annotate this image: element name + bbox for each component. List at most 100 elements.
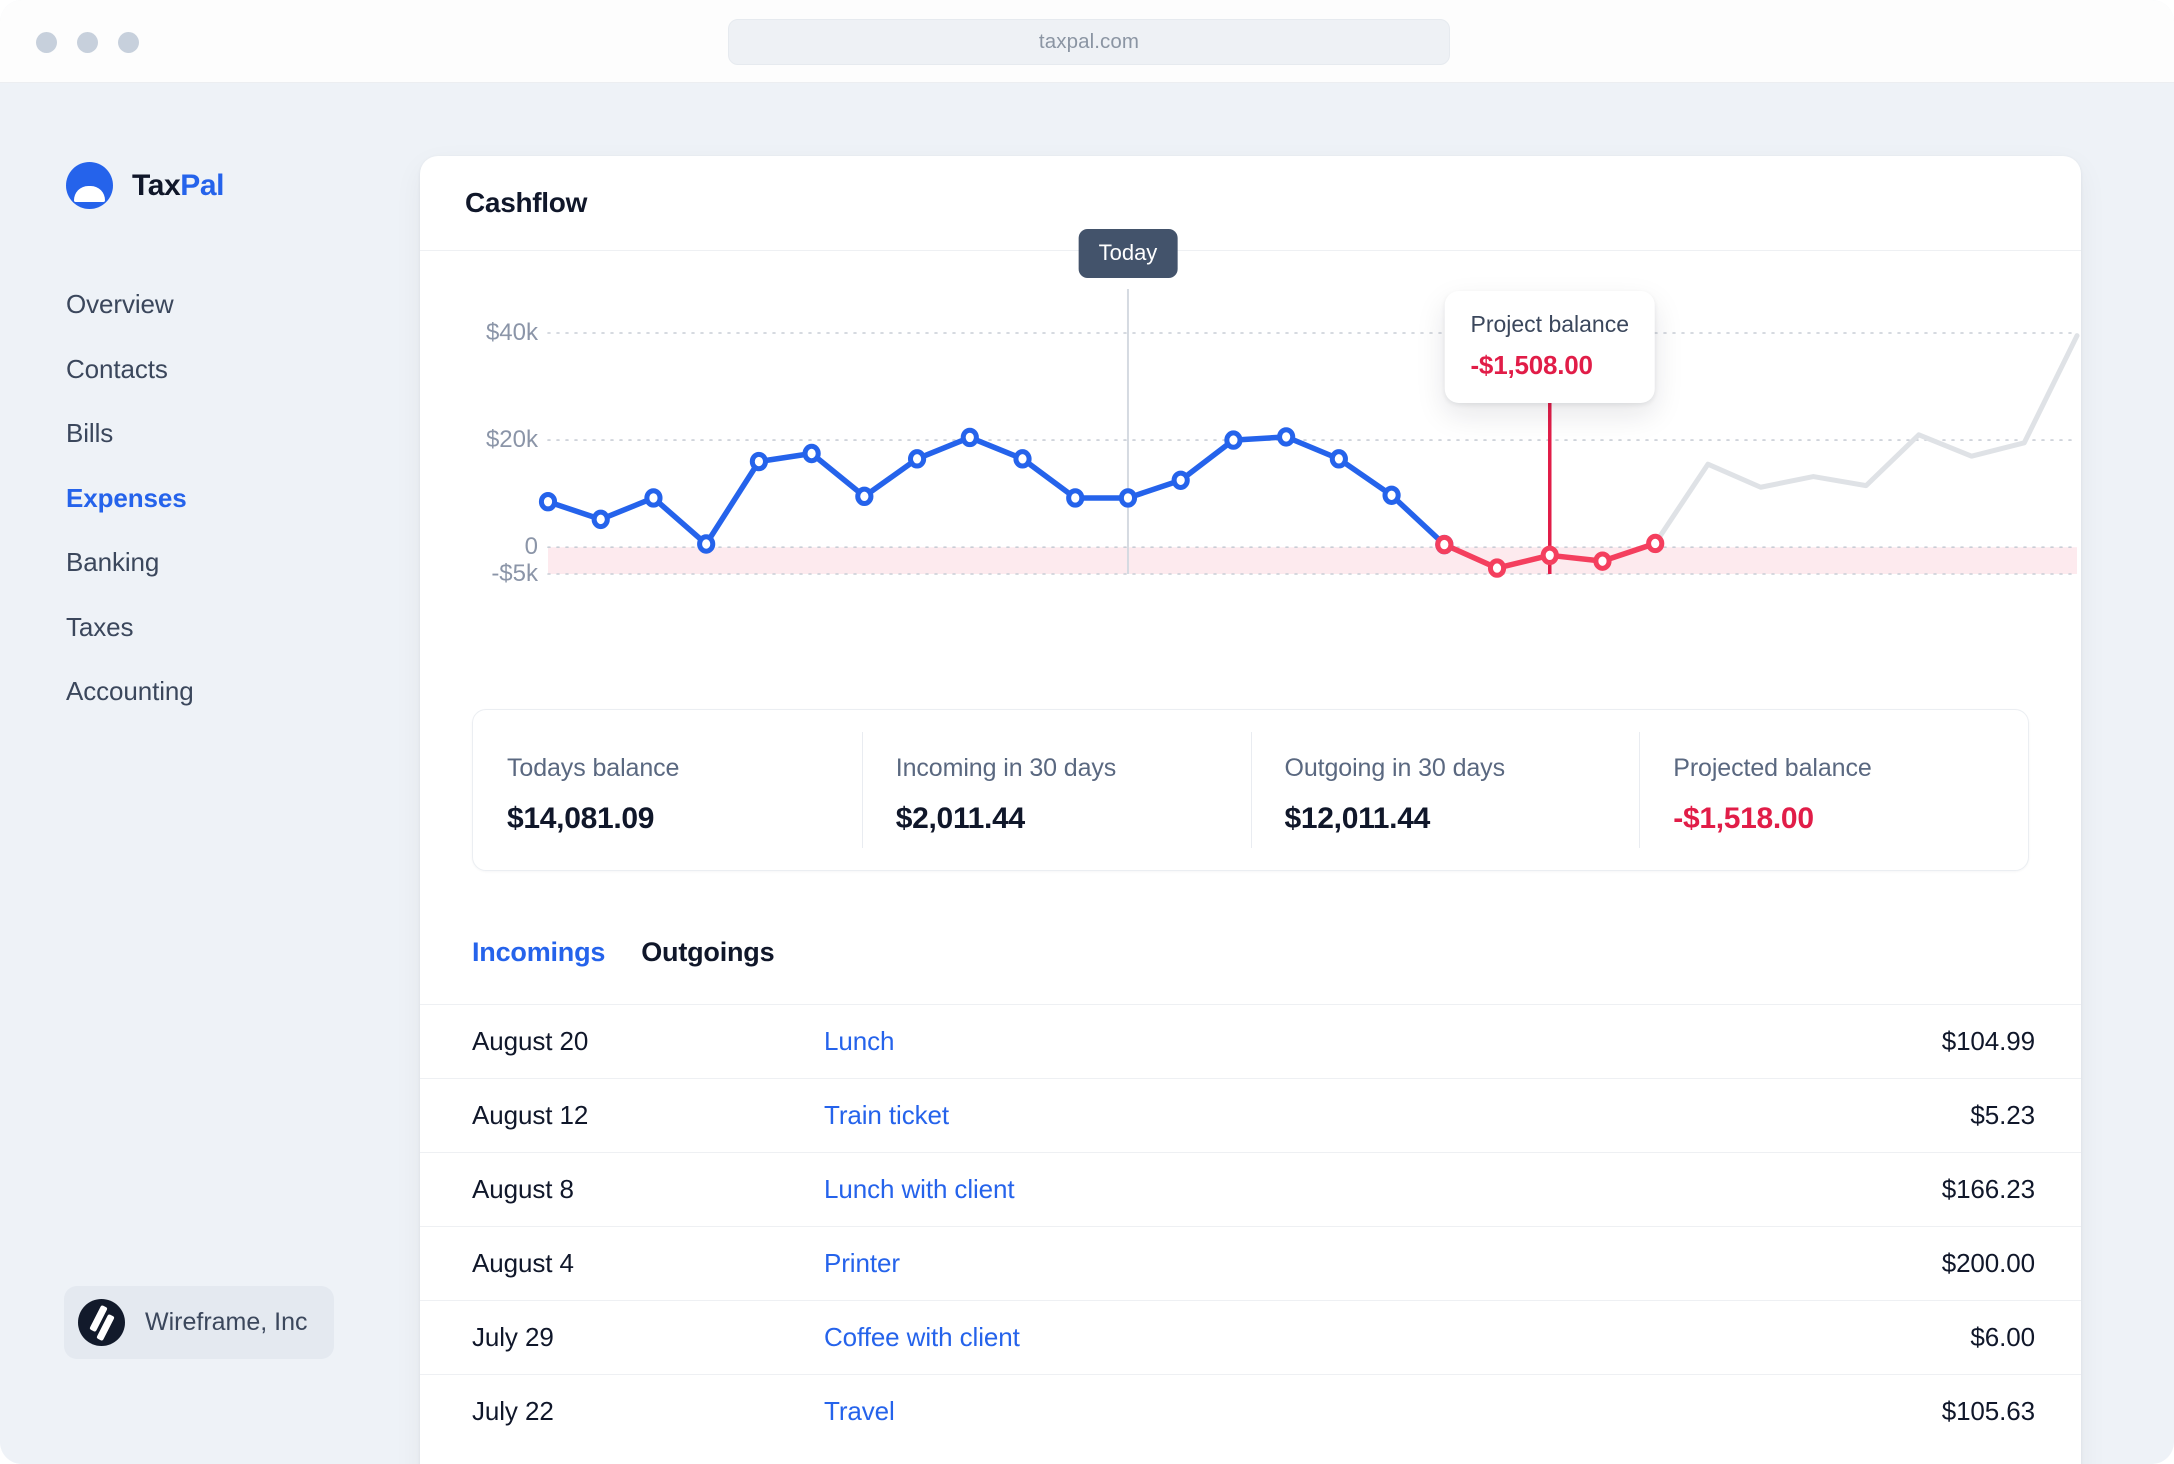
tooltip-label: Project balance [1470,311,1630,337]
brand-name-part2: Pal [180,168,225,202]
minimize-dot[interactable] [77,32,98,53]
stat-label: Incoming in 30 days [895,754,1117,782]
project-balance-tooltip: Project balance -$1,508.00 [1444,291,1656,403]
tab-outgoings[interactable]: Outgoings [641,937,775,967]
table-row[interactable]: July 22 Travel $105.63 [420,1374,2081,1448]
window-traffic-lights [36,32,139,53]
sidebar: TaxPal Overview Contacts Bills Expenses … [0,83,420,1464]
table-row[interactable]: July 29 Coffee with client $6.00 [420,1300,2081,1374]
chart-data-point [1329,449,1348,469]
chart-plot-area [538,289,2080,578]
cashflow-chart: $40k $20k 0 -$5k Today Project balance -$1,… [420,229,2081,681]
chart-data-point [591,509,610,530]
stat-incoming-30-days: Incoming in 30 days $2,011.44 [861,710,1251,870]
chart-y-axis: $40k $20k 0 -$5k [420,251,538,681]
transaction-amount: $6.00 [1970,1322,2035,1352]
chart-data-point [1540,545,1559,565]
stat-label: Todays balance [507,754,680,782]
chart-data-point [644,488,663,508]
chart-data-point [697,534,716,554]
page-title: Cashflow [465,187,588,218]
y-axis-tick-label: $40k [485,319,538,346]
transaction-description[interactable]: Train ticket [824,1100,949,1130]
tab-incomings[interactable]: Incomings [472,937,606,967]
transaction-date: August 8 [472,1174,574,1204]
transaction-amount: $166.23 [1941,1174,2035,1204]
sidebar-item-contacts[interactable]: Contacts [66,353,168,384]
chart-data-point [907,449,927,469]
y-axis-tick-label: -$5k [491,560,538,587]
close-dot[interactable] [36,32,57,53]
table-row[interactable]: August 8 Lunch with client $166.23 [420,1152,2081,1226]
sidebar-item-overview[interactable]: Overview [66,289,174,319]
transaction-amount: $104.99 [1941,1026,2035,1056]
chart-data-point [1013,449,1032,469]
transaction-description[interactable]: Lunch [824,1026,895,1056]
url-text: taxpal.com [1038,30,1140,53]
table-row[interactable]: August 12 Train ticket $5.23 [420,1078,2081,1152]
taxpal-smile-logo-icon [66,162,113,209]
transaction-description[interactable]: Travel [824,1396,895,1426]
table-row[interactable]: August 20 Lunch $104.99 [420,1004,2081,1078]
transaction-amount: $200.00 [1941,1248,2035,1278]
brand-name: TaxPal [132,168,225,203]
sidebar-item-accounting[interactable]: Accounting [66,676,194,706]
chart-data-point [855,486,874,507]
stat-value: $14,081.09 [507,802,655,835]
transaction-date: July 22 [472,1396,554,1426]
chart-data-point [1593,551,1612,571]
y-axis-tick-label: 0 [524,533,538,561]
chart-negative-band [548,547,2077,574]
org-switcher[interactable]: Wireframe, Inc [64,1286,334,1359]
chart-series-line [545,434,1448,548]
stat-value: $2,011.44 [895,802,1025,835]
chart-data-point [960,427,979,448]
chart-data-point [802,443,821,464]
transaction-tabs: Incomings Outgoings [420,871,2081,968]
stat-label: Outgoing in 30 days [1284,754,1506,782]
sidebar-nav: Overview Contacts Bills Expenses Banking… [66,279,366,731]
brand-logo[interactable]: TaxPal [66,162,225,209]
y-axis-tick-label: $20k [485,426,538,454]
stat-outgoing-30-days: Outgoing in 30 days $12,011.44 [1250,710,1640,870]
stat-projected-balance: Projected balance -$1,518.00 [1639,710,2028,870]
transaction-date: July 29 [472,1322,554,1352]
chart-data-point [749,451,768,472]
chart-data-point [1066,488,1085,508]
brand-name-part1: Tax [132,168,181,202]
chart-data-point [1435,534,1454,555]
stat-label: Projected balance [1673,754,1872,782]
chart-data-point [1118,488,1138,508]
browser-chrome: taxpal.com [0,0,2174,83]
sidebar-item-taxes[interactable]: Taxes [66,611,134,642]
sidebar-item-bills[interactable]: Bills [66,418,114,448]
cashflow-card: Cashflow $40k $20k 0 -$5k Today Project bal… [420,156,2081,1464]
url-bar[interactable]: taxpal.com [728,19,1450,65]
table-row[interactable]: August 4 Printer $200.00 [420,1226,2081,1300]
chart-data-point [1224,430,1243,450]
transaction-description[interactable]: Coffee with client [824,1322,1020,1352]
transaction-amount: $5.23 [1970,1100,2035,1130]
transaction-amount: $105.63 [1941,1396,2035,1426]
summary-stats: Todays balance $14,081.09 Incoming in 30… [472,709,2029,871]
sidebar-item-banking[interactable]: Banking [66,547,160,577]
wireframe-slash-logo-icon [78,1299,125,1346]
tooltip-value: -$1,508.00 [1470,350,1593,380]
chart-data-point [1171,470,1190,490]
transaction-date: August 12 [472,1100,589,1130]
chart-data-point [1487,558,1507,578]
zoom-dot[interactable] [118,32,139,53]
chart-data-point [1646,533,1665,554]
transaction-description[interactable]: Lunch with client [824,1174,1015,1204]
transaction-date: August 4 [472,1248,574,1278]
sidebar-item-expenses[interactable]: Expenses [66,482,187,513]
chart-data-point [538,492,558,512]
chart-data-point [1382,485,1401,505]
transaction-description[interactable]: Printer [824,1248,900,1278]
today-marker-badge: Today [1078,229,1178,278]
chart-data-point [1277,427,1296,447]
org-name: Wireframe, Inc [145,1308,308,1336]
card-header: Cashflow [420,156,2081,251]
stat-todays-balance: Todays balance $14,081.09 [473,710,862,870]
